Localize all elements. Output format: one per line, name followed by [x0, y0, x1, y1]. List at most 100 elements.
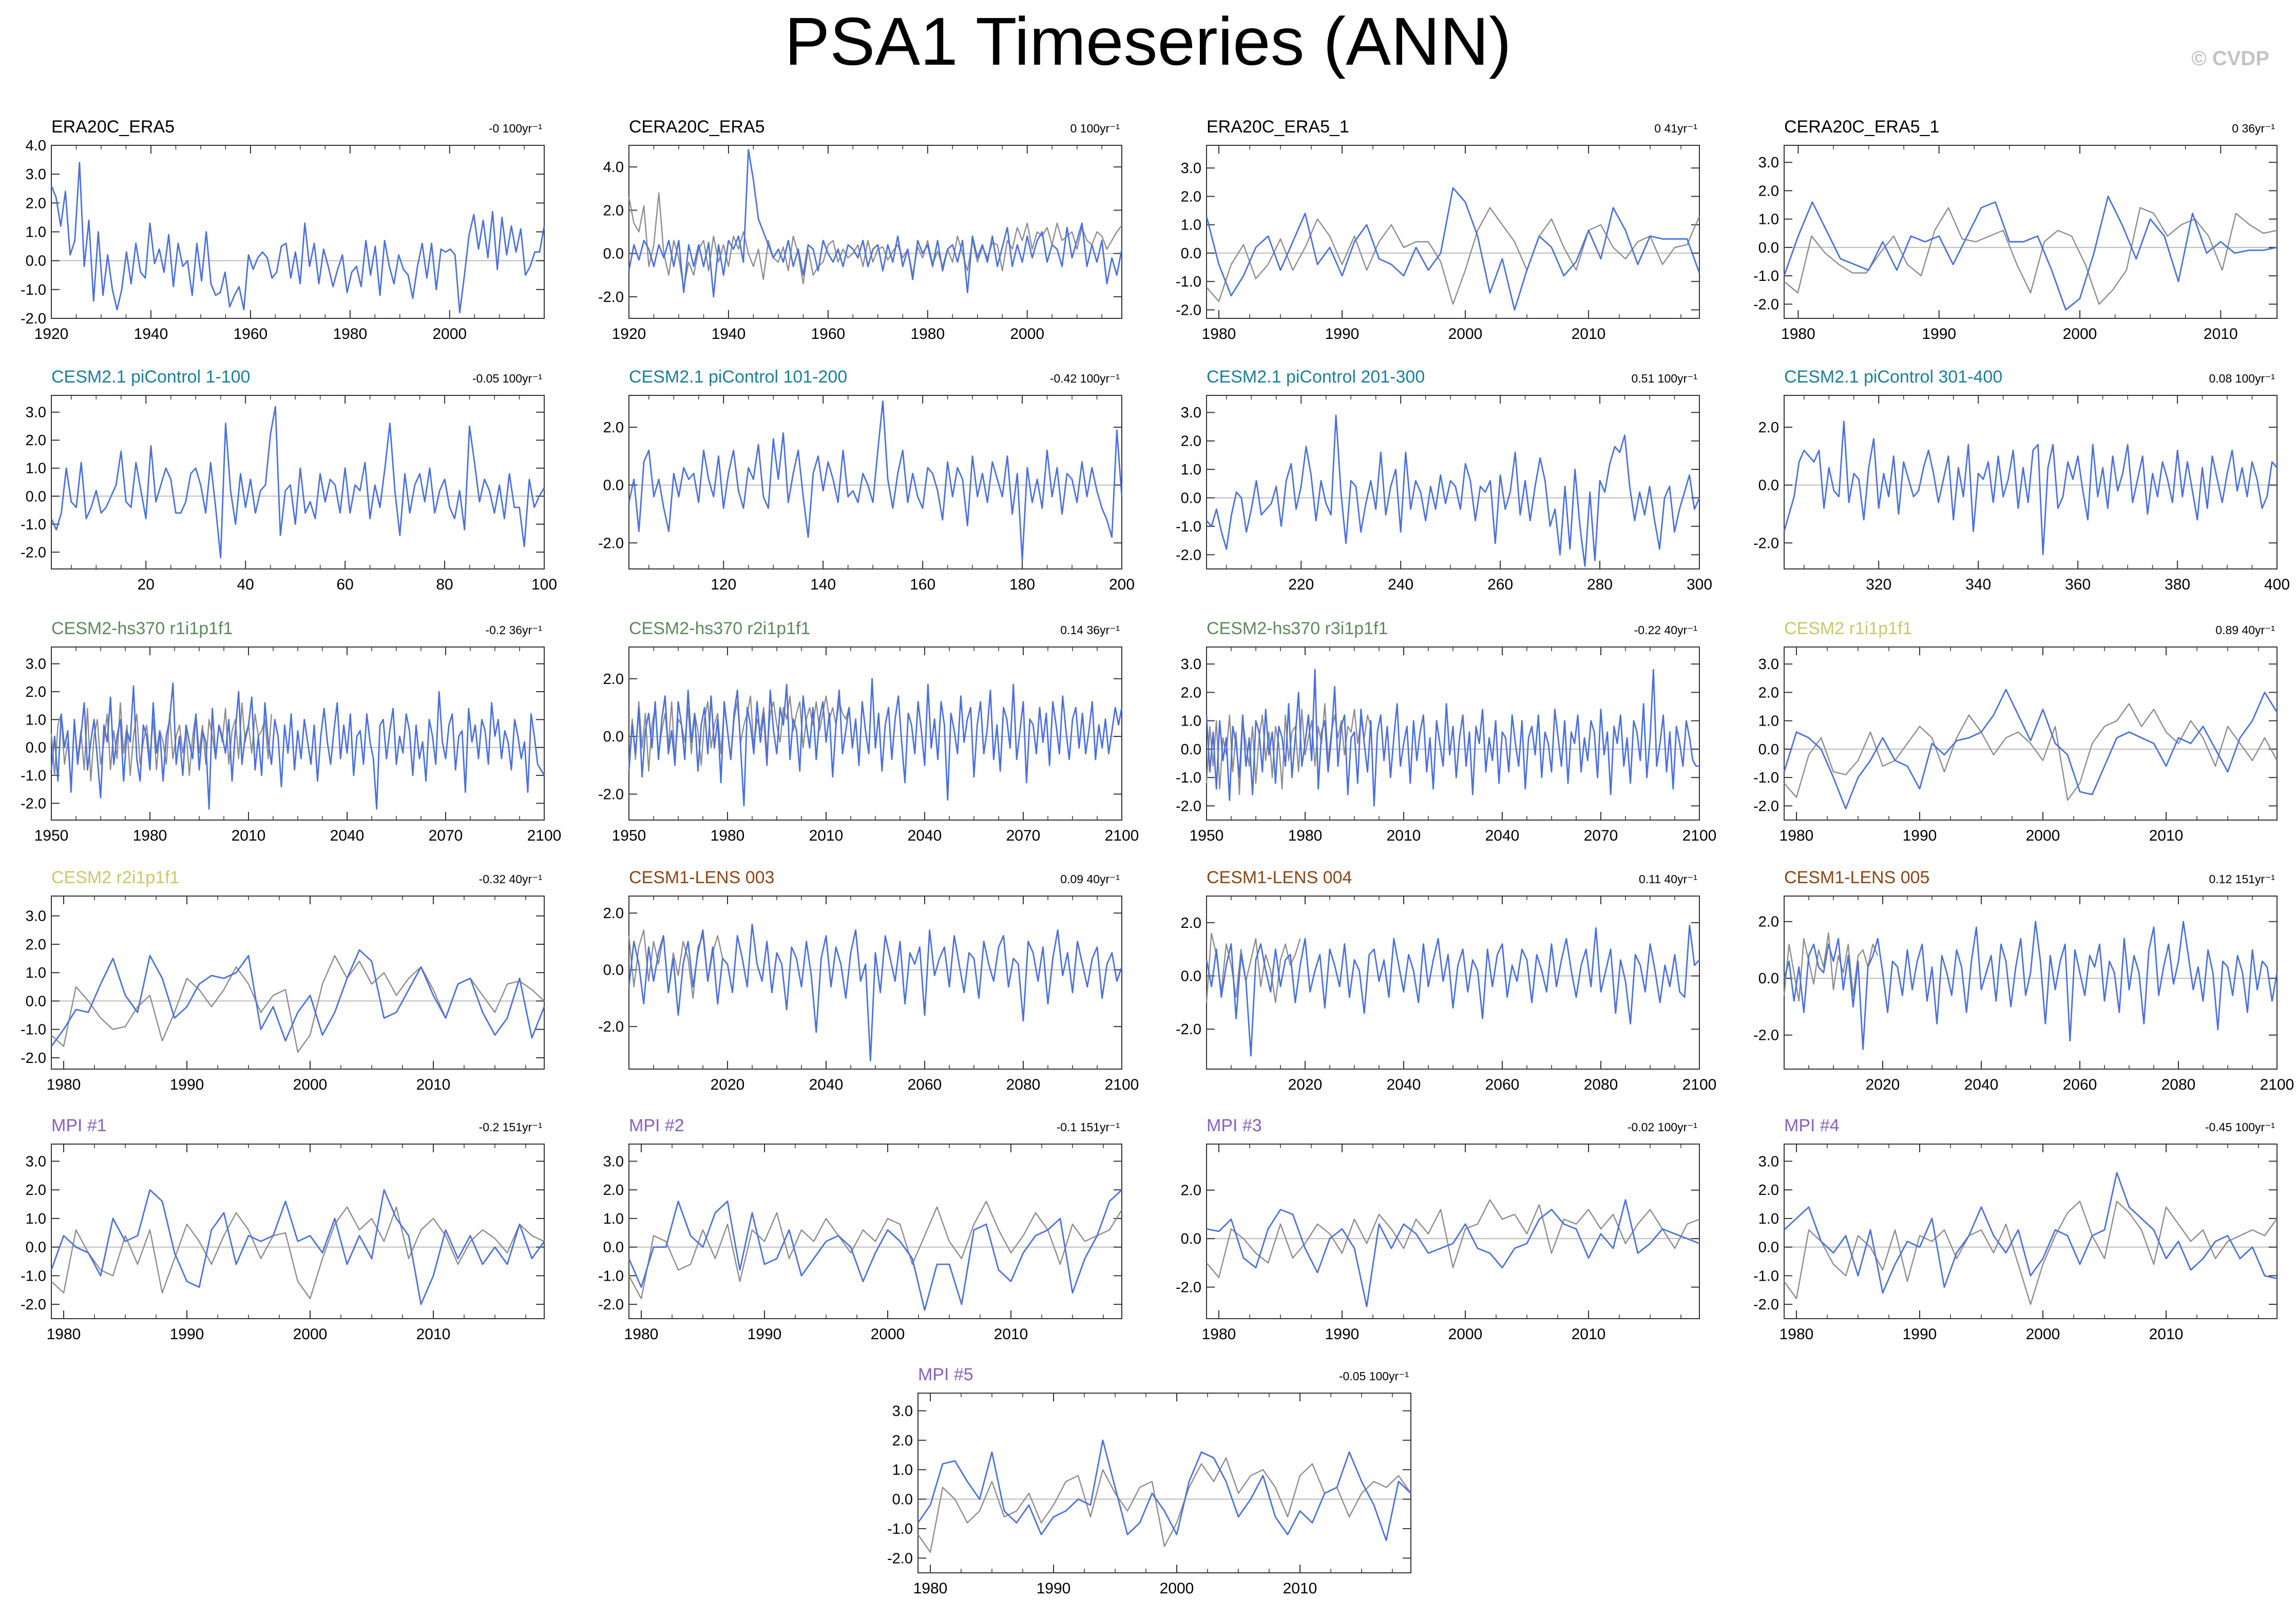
chart-panel-10: 2.0 0.0 -2.0 1950 1980 2010 2040 2070 2100 CESM2-…: [598, 619, 1139, 844]
y-tick-label: 2.0: [26, 1182, 46, 1199]
x-tick-label: 2010: [1387, 827, 1421, 844]
y-tick-label: 1.0: [26, 712, 46, 728]
panel-trend: 0.11 40yr⁻¹: [1639, 872, 1697, 886]
obs-series-line: [628, 1201, 1123, 1300]
y-tick-label: 2.0: [1181, 684, 1201, 701]
x-tick-label: 2020: [1866, 1076, 1900, 1093]
x-tick-label: 1950: [1190, 827, 1224, 844]
cvdp-watermark: © CVDP: [2191, 47, 2269, 70]
y-tick-label: 1.0: [1181, 713, 1201, 730]
x-tick-label: 2000: [871, 1326, 905, 1343]
y-tick-label: -1.0: [21, 1268, 46, 1284]
x-tick-label: 140: [810, 576, 836, 593]
obs-series-line: [1783, 932, 1879, 1002]
panel-title: CESM2.1 piControl 301-400: [1784, 367, 2002, 387]
model-series-line: [628, 1189, 1122, 1311]
y-tick-label: 2.0: [603, 202, 624, 219]
y-tick-label: 0.0: [1758, 240, 1779, 256]
x-tick-label: 380: [2165, 576, 2190, 593]
x-tick-label: 1990: [1903, 1326, 1937, 1343]
y-tick-label: 3.0: [1758, 1153, 1779, 1170]
y-tick-label: -1.0: [21, 1022, 46, 1038]
x-tick-label: 2010: [994, 1326, 1028, 1343]
x-tick-label: 1990: [1903, 827, 1937, 844]
y-tick-label: 3.0: [1758, 656, 1779, 673]
x-tick-label: 2080: [1584, 1076, 1618, 1093]
panel-title: CESM2-hs370 r2i1p1f1: [629, 619, 810, 638]
plot-frame: [1784, 896, 2278, 1070]
obs-series-line: [1206, 1199, 1700, 1278]
x-tick-label: 2040: [1485, 827, 1520, 844]
y-tick-label: -2.0: [598, 786, 624, 803]
panel-title: CESM2 r1i1p1f1: [1784, 619, 1912, 638]
x-tick-label: 2100: [1682, 1076, 1717, 1093]
obs-series-line: [51, 1206, 545, 1300]
y-tick-label: -2.0: [598, 1297, 624, 1313]
x-tick-label: 2010: [2149, 1326, 2184, 1343]
x-tick-label: 2010: [416, 1076, 451, 1093]
plot-frame: [51, 395, 545, 569]
panel-title: CERA20C_ERA5_1: [1784, 117, 1939, 137]
x-tick-label: 2000: [293, 1326, 328, 1343]
x-tick-label: 1950: [34, 827, 69, 844]
y-tick-label: 3.0: [26, 405, 46, 421]
y-tick-label: 2.0: [1181, 188, 1201, 205]
y-tick-label: -2.0: [1176, 1021, 1201, 1038]
x-tick-label: 2000: [2026, 827, 2060, 844]
y-tick-label: 0.0: [603, 1240, 624, 1256]
x-tick-label: 2040: [1964, 1076, 1999, 1093]
x-tick-label: 2100: [2260, 1076, 2294, 1093]
x-tick-label: 2000: [2026, 1326, 2060, 1343]
y-tick-label: 1.0: [1758, 713, 1779, 730]
x-tick-label: 2100: [527, 827, 562, 844]
x-tick-label: 280: [1587, 576, 1613, 593]
x-tick-label: 2020: [1288, 1076, 1323, 1093]
x-tick-label: 2010: [1283, 1580, 1317, 1597]
y-tick-label: 0.0: [26, 488, 46, 505]
x-tick-label: 1980: [913, 1580, 948, 1597]
x-tick-label: 2100: [1682, 827, 1717, 844]
chart-panel-5: 3.0 2.0 1.0 0.0 -1.0 -2.0 20 40 60 80 100 CESM2.1 p…: [21, 367, 557, 593]
y-tick-label: 2.0: [603, 420, 624, 436]
obs-series-line: [1206, 933, 1301, 1003]
x-tick-label: 1940: [134, 326, 168, 343]
y-tick-label: 0.0: [603, 729, 624, 745]
y-tick-label: -1.0: [1753, 268, 1779, 284]
model-series-line: [1783, 689, 2278, 810]
y-tick-label: 1.0: [26, 965, 46, 981]
y-tick-label: 1.0: [892, 1462, 913, 1478]
x-tick-label: 1980: [1202, 326, 1236, 343]
model-series-line: [917, 1439, 1411, 1542]
obs-series-line: [1784, 703, 2278, 801]
x-tick-label: 120: [711, 576, 736, 593]
x-tick-label: 2100: [1105, 1076, 1139, 1093]
panel-trend: 0.51 100yr⁻¹: [1632, 372, 1698, 385]
x-tick-label: 2020: [711, 1076, 745, 1093]
y-tick-label: 1.0: [603, 1211, 624, 1227]
y-tick-label: -2.0: [21, 1050, 46, 1067]
obs-series-line: [1784, 207, 2278, 305]
x-tick-label: 1980: [133, 827, 167, 844]
panel-trend: -0.05 100yr⁻¹: [472, 372, 542, 385]
y-tick-label: 1.0: [1181, 217, 1201, 234]
y-tick-label: -2.0: [598, 535, 624, 551]
y-tick-label: -2.0: [1753, 1297, 1779, 1313]
y-tick-label: 2.0: [1181, 433, 1201, 450]
y-tick-label: 2.0: [26, 432, 46, 449]
y-tick-label: 0.0: [603, 478, 624, 494]
chart-panel-16: 2.0 0.0 -2.0 2020 2040 2060 2080 2100 CESM1-LENS…: [1753, 868, 2294, 1093]
y-tick-label: -2.0: [1753, 296, 1779, 313]
y-tick-label: 3.0: [1181, 405, 1201, 421]
y-tick-label: -1.0: [598, 1268, 624, 1284]
y-tick-label: 4.0: [26, 138, 46, 154]
panel-title: CESM2-hs370 r3i1p1f1: [1207, 619, 1388, 638]
model-series-line: [1206, 924, 1700, 1057]
model-series-line: [1206, 187, 1700, 311]
x-tick-label: 1990: [1325, 1326, 1360, 1343]
obs-series-line: [1784, 1201, 2278, 1305]
y-tick-label: 1.0: [26, 461, 46, 477]
y-tick-label: 2.0: [1758, 914, 1779, 930]
x-tick-label: 1990: [170, 1076, 204, 1093]
y-tick-label: -2.0: [1753, 535, 1779, 551]
